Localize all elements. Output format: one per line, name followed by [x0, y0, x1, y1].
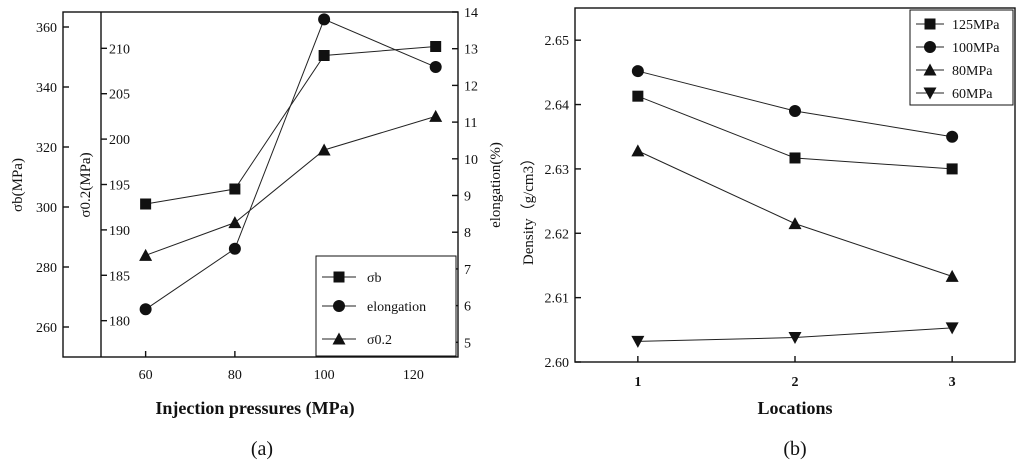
legend-label-a: elongation — [367, 300, 426, 315]
legend-marker-a — [333, 300, 345, 312]
series-line-80MPa — [637, 150, 953, 277]
sigma-b-tick-label: 360 — [36, 21, 57, 36]
elongation-tick-label: 14 — [464, 6, 478, 21]
elongation-tick-label: 10 — [464, 153, 478, 168]
elongation-tick-label: 9 — [464, 190, 471, 205]
data-point-125MPa — [632, 90, 644, 102]
sigma-b-tick-label: 300 — [36, 201, 57, 216]
data-point-80MPa — [631, 144, 645, 157]
x-tick-label-b: 2 — [792, 375, 799, 390]
y-tick-label-b: 2.62 — [545, 227, 570, 242]
x-axis-title-b: Locations — [757, 398, 832, 418]
x-tick-label: 60 — [139, 368, 153, 383]
panel-label-a: (a) — [251, 438, 273, 460]
data-point-125MPa — [946, 163, 958, 175]
data-point-80MPa — [788, 217, 802, 230]
legend-label-b: 100MPa — [952, 41, 1000, 56]
sigma02-tick-label: 185 — [109, 269, 130, 284]
chart-panel-b: 1 2 3 2.60 2.61 2.62 2.63 2.64 2.65 Density（g/cm… — [520, 7, 1016, 460]
legend-marker-b — [923, 87, 937, 100]
elongation-tick-label: 6 — [464, 300, 471, 315]
legend-label-b: 125MPa — [952, 18, 1000, 33]
sigma-b-tick-label: 260 — [36, 321, 57, 336]
data-point-60MPa — [788, 332, 802, 345]
series-line-sigma_b — [145, 46, 436, 205]
sigma-b-tick-label: 340 — [36, 81, 57, 96]
data-point-sigma_02 — [317, 143, 331, 156]
panel-label-b: (b) — [783, 438, 806, 460]
data-point-sigma_02 — [139, 248, 153, 261]
data-point-60MPa — [945, 322, 959, 335]
legend-marker-b — [924, 41, 936, 53]
data-point-100MPa — [946, 130, 959, 143]
chart-panel-a: 60 80 100 120 260 280 300 320 340 360 180 185 190 195… — [10, 6, 504, 460]
data-point-elongation — [228, 242, 241, 255]
data-point-sigma_02 — [228, 216, 242, 229]
elongation-tick-label: 7 — [464, 263, 471, 278]
sigma02-tick-label: 195 — [109, 179, 130, 194]
sigma02-tick-label: 180 — [109, 315, 130, 330]
sigma02-tick-label: 210 — [109, 42, 130, 57]
data-point-sigma_b — [229, 183, 241, 195]
x-axis-title-a: Injection pressures (MPa) — [155, 398, 354, 419]
y-tick-label-b: 2.64 — [545, 99, 570, 114]
y-axis-title-density: Density（g/cm3） — [520, 151, 537, 265]
y-axis-title-elongation: elongation(%) — [488, 142, 504, 228]
data-point-sigma_02 — [429, 109, 443, 122]
series-line-sigma_02 — [145, 115, 436, 256]
legend-label-b: 80MPa — [952, 64, 993, 79]
data-point-125MPa — [789, 152, 801, 164]
y-tick-label-b: 2.65 — [545, 34, 570, 49]
elongation-tick-label: 11 — [464, 116, 477, 131]
legend-label-b: 60MPa — [952, 87, 993, 102]
data-point-sigma_b — [430, 41, 442, 52]
series-line-100MPa — [637, 70, 953, 138]
sigma02-tick-label: 190 — [109, 224, 130, 239]
data-point-elongation — [139, 303, 152, 316]
legend-marker-b — [923, 63, 937, 76]
data-point-elongation — [318, 13, 331, 26]
legend-label-a: σb — [367, 271, 382, 286]
y-tick-label-b: 2.61 — [545, 292, 570, 307]
y-axis-title-sigma02: σ0.2(MPa) — [78, 152, 94, 217]
legend-b: 125MPa 100MPa 80MPa 60MPa — [909, 9, 1014, 106]
legend-label-a: σ0.2 — [367, 333, 392, 348]
x-tick-label: 100 — [314, 368, 335, 383]
elongation-tick-label: 5 — [464, 336, 471, 351]
data-point-100MPa — [789, 104, 801, 117]
sigma02-tick-label: 205 — [109, 88, 130, 103]
elongation-tick-label: 12 — [464, 79, 478, 94]
data-point-100MPa — [631, 65, 644, 78]
x-tick-label-b: 3 — [949, 375, 956, 390]
plot-frame-a — [62, 11, 459, 358]
legend-marker-a — [333, 271, 345, 283]
y-axis-title-sigma-b: σb(MPa) — [10, 158, 26, 212]
sigma-b-tick-label: 280 — [36, 261, 57, 276]
sigma02-tick-label: 200 — [109, 133, 130, 148]
legend-a: σb elongation σ0.2 — [315, 255, 457, 357]
series-line-elongation — [145, 18, 436, 310]
data-point-60MPa — [631, 335, 645, 348]
legend-marker-b — [924, 18, 936, 30]
x-tick-label: 120 — [403, 368, 424, 383]
data-point-sigma_b — [140, 198, 152, 210]
x-tick-label: 80 — [228, 368, 242, 383]
sigma-b-tick-label: 320 — [36, 141, 57, 156]
elongation-tick-label: 13 — [464, 43, 478, 58]
y-tick-label-b: 2.60 — [545, 356, 570, 371]
data-point-sigma_b — [318, 50, 330, 61]
data-point-elongation — [429, 61, 442, 74]
data-point-80MPa — [945, 269, 959, 282]
elongation-tick-label: 8 — [464, 226, 471, 241]
x-tick-label-b: 1 — [634, 375, 641, 390]
y-tick-label-b: 2.63 — [545, 163, 570, 178]
legend-marker-a — [332, 332, 346, 345]
